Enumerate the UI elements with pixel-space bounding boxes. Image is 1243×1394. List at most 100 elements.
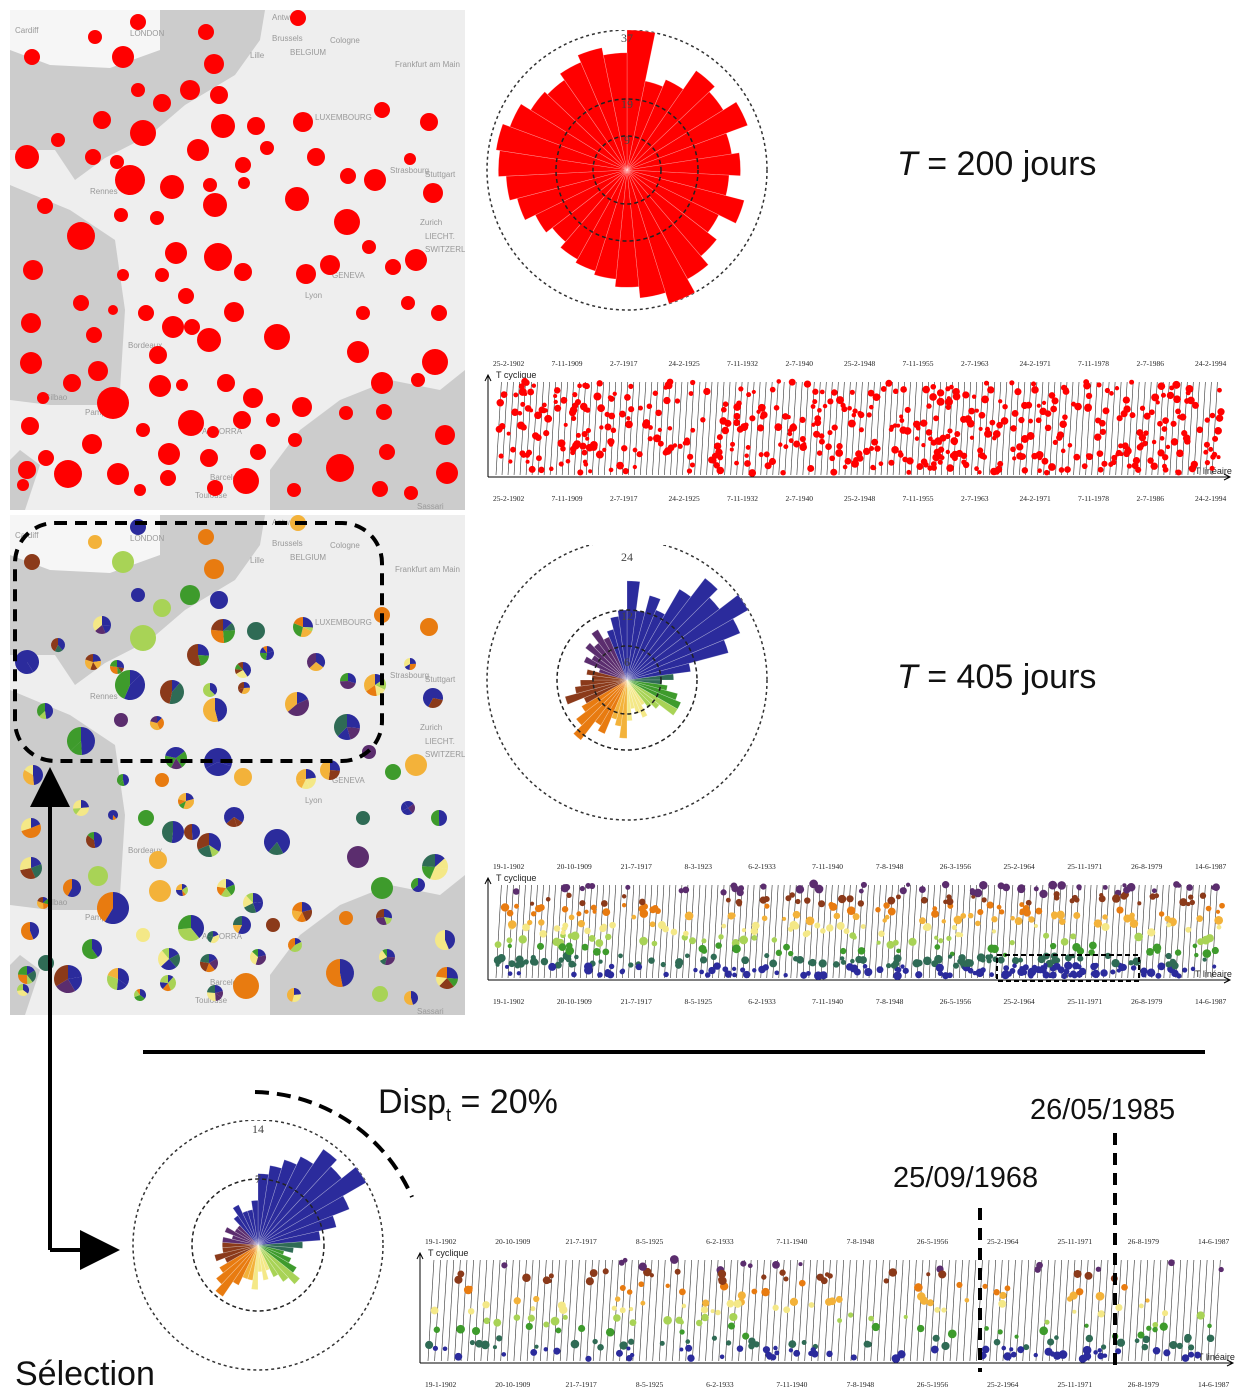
strip-point bbox=[1056, 434, 1063, 441]
strip-cycle-line bbox=[995, 381, 1002, 476]
strip-point bbox=[1034, 1266, 1041, 1273]
map-pie bbox=[379, 949, 395, 965]
strip-point bbox=[934, 437, 943, 445]
strip-cycle-line bbox=[549, 884, 556, 979]
strip-point bbox=[931, 960, 939, 968]
strip-top-tick: 6-2-1933 bbox=[706, 1237, 734, 1246]
strip-point bbox=[663, 971, 669, 978]
strip-point bbox=[715, 448, 723, 456]
strip-cycle-line bbox=[685, 1259, 692, 1362]
rose-bar bbox=[257, 1215, 337, 1246]
strip-point bbox=[977, 453, 982, 458]
strip-point bbox=[510, 446, 516, 453]
map-pie bbox=[24, 554, 40, 570]
strip-point bbox=[626, 1289, 633, 1295]
strip-point bbox=[522, 923, 530, 932]
strip-cycle-line bbox=[1068, 1259, 1076, 1362]
strip-point bbox=[1137, 1331, 1145, 1339]
strip-point bbox=[527, 388, 535, 396]
strip-bottom-tick: 6-2-1933 bbox=[748, 997, 776, 1006]
strip-point bbox=[946, 464, 954, 472]
strip-point bbox=[1168, 1259, 1175, 1267]
strip-point bbox=[997, 460, 1004, 467]
strip-cycle-line bbox=[1007, 884, 1014, 979]
pie-slice bbox=[287, 699, 309, 716]
strip-point bbox=[930, 1345, 939, 1354]
pie-slice bbox=[205, 762, 232, 776]
pie-slice bbox=[178, 928, 200, 941]
strip-point bbox=[1162, 1310, 1169, 1317]
strip-point bbox=[595, 450, 604, 459]
strip-point bbox=[884, 914, 890, 920]
strip-point bbox=[966, 419, 975, 428]
strip-point bbox=[1050, 911, 1059, 919]
map-pie bbox=[116, 774, 129, 786]
strip-point bbox=[952, 962, 960, 969]
map-bubble bbox=[23, 260, 43, 280]
strip-point bbox=[1166, 922, 1172, 928]
rose-bar bbox=[257, 1244, 301, 1285]
strip-point bbox=[860, 924, 866, 930]
strip-bottom-tick: 25-2-1902 bbox=[493, 494, 524, 503]
strip-top-tick: 25-11-1971 bbox=[1057, 1237, 1092, 1246]
strip-chart-3: 19-1-1902 20-10-1909 21-7-1917 8-5-1925 6-2-… bbox=[416, 1237, 1235, 1389]
strip-point bbox=[933, 415, 940, 422]
strip-point bbox=[1179, 413, 1187, 421]
map-pie bbox=[183, 824, 200, 840]
strip-point bbox=[542, 1276, 551, 1285]
strip-point bbox=[945, 386, 951, 392]
strip-point bbox=[729, 912, 736, 919]
pie-slice bbox=[401, 802, 408, 812]
strip-point bbox=[1047, 1338, 1055, 1346]
strip-point bbox=[978, 411, 986, 419]
map-pie bbox=[435, 930, 456, 950]
strip-point bbox=[638, 1262, 647, 1271]
strip-point bbox=[996, 904, 1002, 910]
strip-point bbox=[1147, 928, 1156, 937]
pie-slice bbox=[182, 890, 186, 896]
map-pie bbox=[264, 829, 290, 855]
pie-slice bbox=[200, 954, 209, 963]
strip-point bbox=[787, 926, 794, 932]
strip-point bbox=[736, 1345, 744, 1352]
pie-slice bbox=[209, 958, 218, 970]
strip-point bbox=[732, 944, 741, 954]
strip-point bbox=[1044, 424, 1052, 432]
strip-point bbox=[1096, 382, 1102, 388]
pie-slice bbox=[112, 551, 134, 573]
strip-point bbox=[523, 379, 530, 386]
strip-point bbox=[855, 450, 863, 458]
pie-slice bbox=[90, 662, 98, 670]
strip-cycle-line bbox=[586, 1259, 593, 1362]
strip-point bbox=[629, 1352, 635, 1358]
pie-slice bbox=[340, 959, 355, 987]
map-bubble bbox=[18, 461, 36, 479]
strip-point bbox=[1073, 912, 1081, 919]
strip-point bbox=[1185, 926, 1192, 933]
map-bubble bbox=[320, 255, 340, 275]
strip-point bbox=[871, 438, 879, 446]
pie-slice bbox=[23, 984, 29, 994]
rose-bar bbox=[560, 169, 628, 260]
strip-point bbox=[1031, 386, 1039, 394]
strip-point bbox=[789, 423, 798, 432]
strip-point bbox=[543, 1321, 550, 1328]
pie-slice bbox=[150, 716, 157, 723]
strip-point bbox=[571, 962, 577, 967]
strip-point bbox=[954, 431, 961, 437]
strip-point bbox=[513, 1314, 521, 1321]
strip-bottom-tick: 7-11-1978 bbox=[1078, 494, 1109, 503]
strip-cycle-line bbox=[1001, 381, 1008, 476]
strip-bottom-tick: 8-5-1925 bbox=[636, 1380, 664, 1389]
rose-bar bbox=[626, 639, 729, 681]
strip-top-tick: 25-11-1971 bbox=[1067, 862, 1102, 871]
pie-slice bbox=[423, 688, 433, 707]
strip-point bbox=[876, 966, 884, 974]
strip-point bbox=[1194, 1351, 1202, 1359]
strip-point bbox=[602, 948, 610, 956]
strip-cycle-line bbox=[718, 884, 725, 979]
strip-cycle-line bbox=[764, 1259, 772, 1362]
strip-bottom-tick: 24-2-1971 bbox=[1020, 494, 1051, 503]
strip-point bbox=[628, 1338, 635, 1345]
pie-slice bbox=[429, 867, 448, 880]
